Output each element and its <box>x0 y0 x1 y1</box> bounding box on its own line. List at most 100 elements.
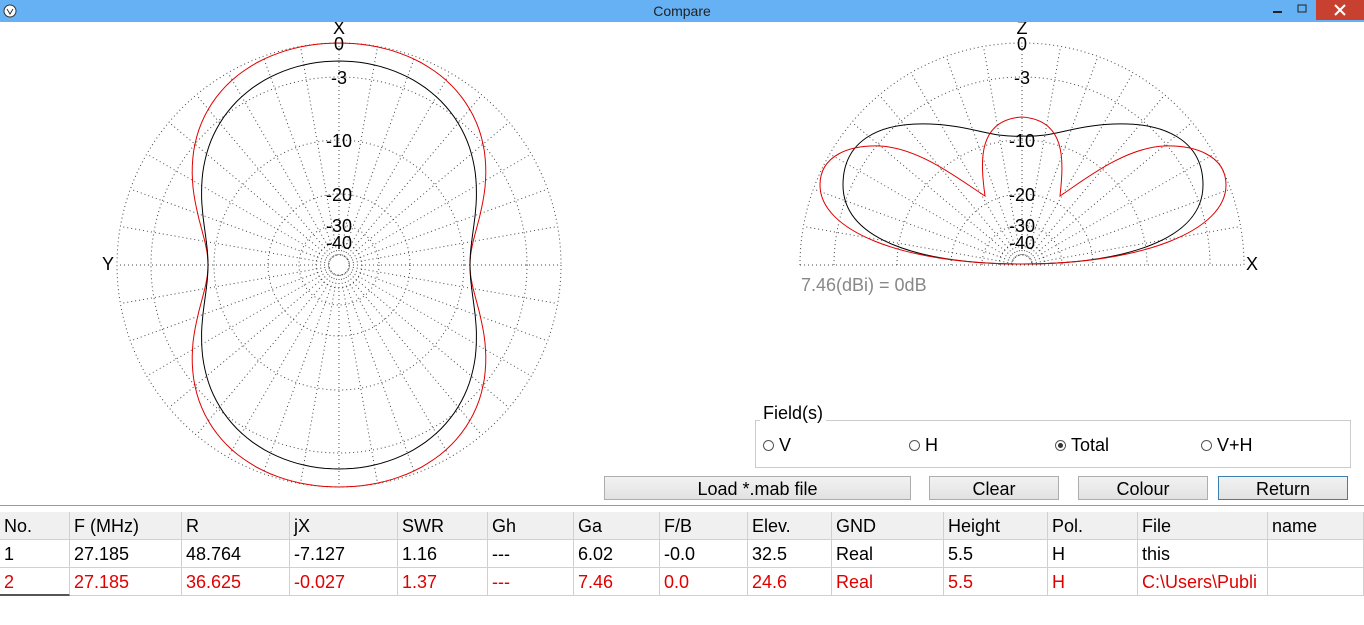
table-cell: --- <box>488 540 574 568</box>
table-cell: -7.127 <box>290 540 398 568</box>
grid-spoke <box>227 72 335 257</box>
elevation-black-pattern <box>842 123 1204 265</box>
grid-ring <box>981 224 1063 266</box>
table-cell: 48.764 <box>182 540 290 568</box>
grid-ring <box>799 42 1245 266</box>
grid-spoke <box>262 274 337 474</box>
radio-label[interactable]: H <box>925 434 938 455</box>
grid-spoke <box>1029 121 1193 259</box>
ring-label: -40 <box>326 233 352 253</box>
grid-spoke <box>341 56 416 256</box>
column-header: name <box>1268 512 1364 540</box>
button[interactable]: Colour <box>1078 476 1208 500</box>
radio-dot[interactable] <box>1055 439 1066 451</box>
grid-spoke <box>262 56 337 256</box>
column-header: Height <box>944 512 1048 540</box>
grid-spoke <box>1031 188 1231 263</box>
grid-ring <box>315 241 363 289</box>
grid-ring <box>896 139 1148 266</box>
grid-spoke <box>1026 72 1134 257</box>
grid-spoke <box>195 94 333 258</box>
grid-ring <box>213 139 465 391</box>
grid-ring <box>116 42 562 488</box>
button[interactable]: Load *.mab file <box>604 476 911 500</box>
grid-spoke <box>227 273 335 458</box>
grid-spoke <box>299 274 338 484</box>
window-controls[interactable] <box>1265 0 1364 22</box>
radio-label[interactable]: Total <box>1071 434 1110 455</box>
table-cell: Real <box>832 540 944 568</box>
radio-dot[interactable] <box>763 439 774 451</box>
grid-spoke <box>340 274 379 484</box>
radio-label[interactable]: V+H <box>1217 434 1253 455</box>
ring-label: -3 <box>1014 68 1030 88</box>
table-cell: H <box>1048 540 1138 568</box>
column-header: F (MHz) <box>70 512 182 540</box>
reference-label: 7.46(dBi) = 0dB <box>801 275 927 295</box>
table-cell: 27.185 <box>70 568 182 596</box>
column-header: F/B <box>660 512 748 540</box>
radio-option[interactable]: V <box>763 433 791 457</box>
grid-spoke <box>347 269 532 377</box>
button[interactable]: Return <box>1218 476 1348 500</box>
fields-group <box>755 420 1351 468</box>
grid-ring <box>150 76 528 454</box>
radio-dot[interactable] <box>909 439 920 451</box>
grid-spoke <box>910 72 1018 257</box>
radio-option[interactable]: V+H <box>1201 433 1253 457</box>
axis-label: X <box>333 22 345 38</box>
axis-label: Y <box>102 254 114 274</box>
grid-spoke <box>345 94 483 258</box>
button[interactable]: Clear <box>929 476 1059 500</box>
ring-label: -40 <box>1009 233 1035 253</box>
grid-spoke <box>851 121 1015 259</box>
radio-dot[interactable] <box>1201 439 1212 451</box>
axis-label: Z <box>1017 22 1028 38</box>
grid-spoke <box>146 153 331 261</box>
table-cell: this <box>1138 540 1268 568</box>
grid-spoke <box>813 188 1013 263</box>
grid-spoke <box>348 266 558 305</box>
grid-spoke <box>130 188 330 263</box>
grid-spoke <box>340 46 379 256</box>
table-cell: 1.16 <box>398 540 488 568</box>
table-cell: 27.185 <box>70 540 182 568</box>
grid-spoke <box>168 121 332 259</box>
ring-label: -3 <box>331 68 347 88</box>
radio-label[interactable]: V <box>779 434 792 455</box>
table-cell <box>1268 568 1364 596</box>
grid-spoke <box>348 188 548 263</box>
table-cell: 1.37 <box>398 568 488 596</box>
grid-spoke <box>945 56 1020 256</box>
grid-spoke <box>343 273 451 458</box>
table-cell: 5.5 <box>944 568 1048 596</box>
table-cell: H <box>1048 568 1138 596</box>
grid-spoke <box>829 153 1014 261</box>
table-cell: --- <box>488 568 574 596</box>
grid-spoke <box>120 266 330 305</box>
grid-spoke <box>803 225 1013 264</box>
elevation-red-pattern <box>819 116 1227 265</box>
radio-option[interactable]: H <box>909 433 938 457</box>
grid-spoke <box>982 46 1021 256</box>
column-header: R <box>182 512 290 540</box>
grid-spoke <box>341 274 416 474</box>
azimuth-black-pattern <box>201 60 477 470</box>
grid-spoke <box>345 272 483 436</box>
table-cell: 5.5 <box>944 540 1048 568</box>
grid-spoke <box>1024 56 1099 256</box>
grid-spoke <box>120 225 330 264</box>
radio-option[interactable]: Total <box>1055 433 1109 457</box>
table-cell: Real <box>832 568 944 596</box>
table-cell: -0.0 <box>660 540 748 568</box>
table-cell: 32.5 <box>748 540 832 568</box>
grid-ring <box>950 193 1094 266</box>
table-cell: 2 <box>0 568 70 596</box>
table-cell: -0.027 <box>290 568 398 596</box>
azimuth-red-pattern <box>191 42 487 488</box>
grid-ring <box>267 193 411 337</box>
grid-spoke <box>1031 225 1241 264</box>
grid-spoke <box>348 225 558 264</box>
grid-spoke <box>343 72 451 257</box>
column-header: Ga <box>574 512 660 540</box>
